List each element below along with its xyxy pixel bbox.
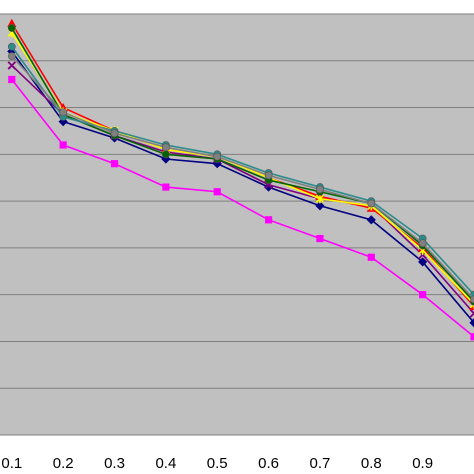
data-point	[161, 143, 170, 152]
data-point	[315, 194, 325, 204]
series-line	[11, 27, 474, 303]
series-line	[11, 46, 474, 296]
data-point	[7, 42, 16, 51]
data-point	[59, 141, 67, 149]
data-point	[59, 108, 68, 117]
data-point	[7, 52, 16, 60]
series-group	[7, 18, 474, 341]
x-tick-label: 0.8	[361, 455, 382, 472]
data-point	[264, 171, 273, 180]
data-point	[316, 185, 324, 194]
data-point	[419, 291, 427, 299]
data-point	[162, 183, 170, 191]
data-point	[367, 253, 375, 261]
data-point	[418, 257, 428, 267]
x-tick-label: 0.6	[258, 455, 279, 472]
data-point	[469, 318, 474, 328]
x-tick-label: 0.9	[412, 455, 433, 472]
x-tick-label: 0.1	[1, 455, 22, 472]
data-point	[110, 160, 119, 168]
x-tick-label: 0.5	[207, 455, 228, 472]
series-8	[7, 52, 474, 304]
x-tick-label: 0.7	[310, 455, 331, 472]
data-point	[366, 215, 376, 225]
series-1	[8, 75, 474, 341]
data-point	[316, 234, 324, 243]
x-tick-label: 0.4	[155, 455, 176, 472]
x-tick-label: 0.3	[104, 455, 125, 472]
series-line	[11, 55, 474, 300]
data-point	[418, 239, 427, 248]
data-point	[213, 188, 221, 196]
data-point	[470, 333, 474, 341]
series-line	[11, 78, 474, 338]
data-point	[367, 199, 376, 208]
data-point	[8, 75, 16, 84]
data-point	[264, 216, 273, 224]
data-point	[315, 201, 325, 211]
series-line	[11, 32, 474, 305]
series-line	[11, 50, 474, 324]
data-point	[161, 150, 170, 159]
data-point	[7, 24, 16, 32]
gridlines	[0, 13, 474, 436]
data-point	[7, 61, 17, 70]
data-point	[110, 129, 119, 138]
data-point	[213, 152, 222, 161]
plot-area	[0, 14, 474, 435]
data-point	[469, 309, 474, 318]
x-tick-labels: 0.1 0.2 0.3 0.4 0.5 0.6 0.7 0.8 0.9	[1, 455, 433, 472]
x-tick-label: 0.2	[53, 455, 74, 472]
